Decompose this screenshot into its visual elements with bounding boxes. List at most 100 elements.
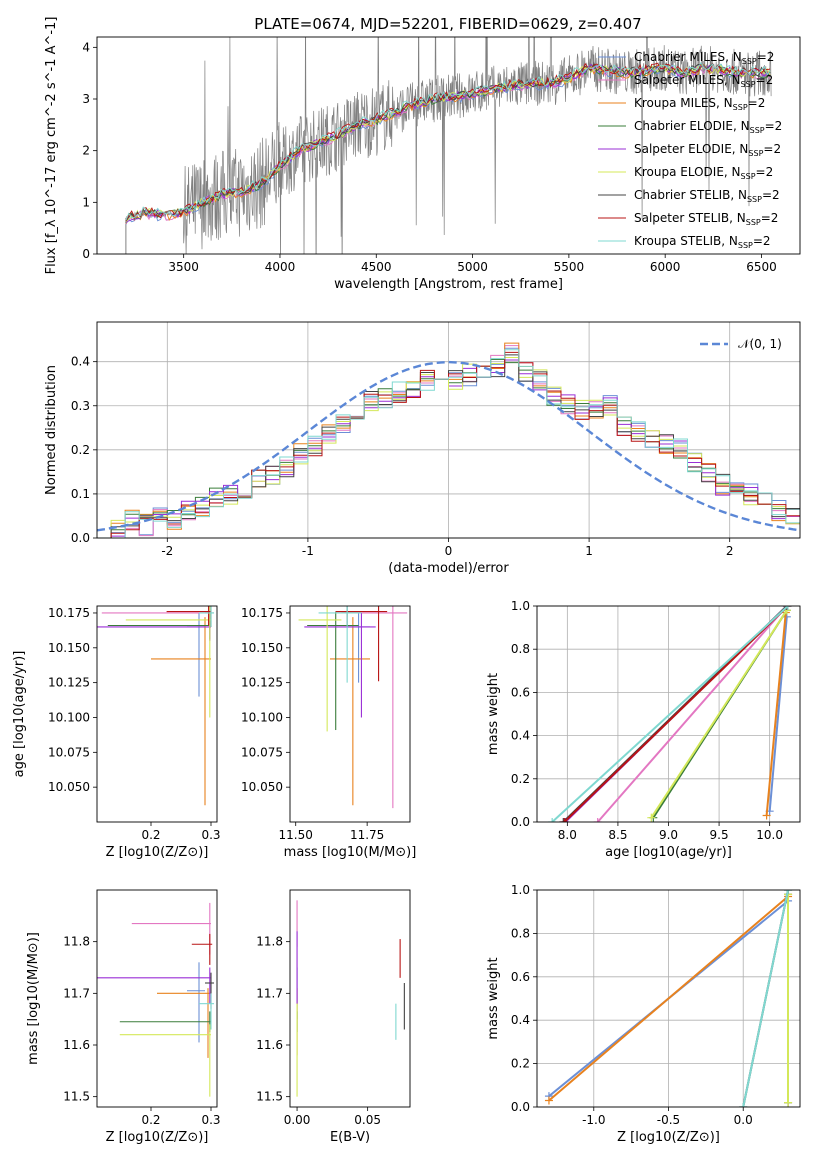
- x-axis-label: Z [log10(Z/Z⊙)]: [617, 1130, 720, 1145]
- x-tick-label: -0.5: [657, 1113, 680, 1127]
- y-tick-label: 10.125: [48, 676, 90, 690]
- weight-marker: [560, 818, 569, 822]
- weight-line: [650, 609, 788, 819]
- legend-label: Kroupa ELODIE, NSSP=2: [634, 165, 773, 181]
- weight-line: [765, 612, 787, 816]
- axes-spectrum: 3500 4000 4500 5000 5500 6000 6500 0 1 2 3 4 wavelen…: [44, 17, 801, 292]
- axes-mass-weight-vs-age: 8.0 8.5 9.0 9.5 10.0 0.0 0.2 0.4 0.6 0.8 1.0 age [l…: [486, 599, 801, 860]
- weight-line: [563, 606, 789, 822]
- y-tick-label: 10.050: [48, 780, 90, 794]
- weight-marker: [647, 813, 656, 822]
- plot-area-mass-weight-vs-Z: [544, 890, 793, 1107]
- x-tick-label: 4500: [361, 260, 392, 274]
- weight-marker: [544, 1096, 553, 1105]
- legend-subscript: SSP: [741, 172, 756, 181]
- legend-label-rest: =2: [756, 73, 774, 87]
- y-tick-label: 0.8: [511, 642, 530, 656]
- plot-area-spectrum: [125, 37, 772, 254]
- y-tick-label: 0.0: [511, 815, 530, 829]
- y-tick-label: 11.6: [63, 1038, 90, 1052]
- y-axis-label: mass [log10(M/M⊙)]: [26, 932, 41, 1065]
- x-axis-label: Z [log10(Z/Z⊙)]: [106, 845, 209, 860]
- x-tick-label: 0.0: [734, 1113, 753, 1127]
- legend-label-rest: =2: [762, 188, 780, 202]
- histogram-step: [97, 349, 800, 538]
- y-tick-label: 11.8: [63, 935, 90, 949]
- y-tick-label: 0.8: [511, 926, 530, 940]
- x-tick-label: 0.00: [284, 1113, 311, 1127]
- x-axis-label: age [log10(age/yr)]: [605, 845, 732, 860]
- y-axis-label: mass weight: [486, 673, 501, 755]
- y-tick-label: 10.075: [48, 745, 90, 759]
- legend-label: 𝒩(0, 1): [738, 337, 782, 351]
- legend-label-rest: =2: [761, 211, 779, 225]
- plot-area-mass-vs-ebv: [296, 900, 405, 1097]
- weight-marker: [784, 890, 793, 894]
- x-tick-label: 0.05: [354, 1113, 381, 1127]
- figure-title: PLATE=0674, MJD=52201, FIBERID=0629, z=0…: [254, 15, 641, 33]
- x-tick-label: 1: [585, 544, 593, 558]
- x-tick-label: 4000: [265, 260, 296, 274]
- x-tick-label: 6000: [650, 260, 681, 274]
- legend-label: Salpeter MILES, NSSP=2: [634, 73, 773, 89]
- axes-age-vs-Z: 0.2 0.3 10.050 10.075 10.100 10.125 10.150 10.1…: [12, 605, 221, 860]
- y-tick-label: 10.175: [48, 606, 90, 620]
- axes-age-vs-mass: 11.50 11.75 10.050 10.075 10.100 10.125 10.150…: [241, 605, 416, 860]
- y-tick-label: 10.100: [241, 710, 283, 724]
- y-axis-label: Flux [f_λ 10^-17 erg cm^-2 s^-1 A^-1]: [44, 17, 59, 275]
- y-tick-label: 10.050: [241, 780, 283, 794]
- legend-label-rest: =2: [765, 119, 783, 133]
- x-tick-label: 0.3: [201, 828, 220, 842]
- plot-area-age-vs-mass: [298, 606, 408, 809]
- y-tick-label: 11.7: [256, 986, 283, 1000]
- y-tick-label: 0.0: [71, 531, 90, 545]
- legend-label: Kroupa MILES, NSSP=2: [634, 96, 765, 112]
- legend-label-rest: =2: [757, 50, 775, 64]
- y-tick-label: 0.0: [511, 1100, 530, 1114]
- legend-label-rest: =2: [763, 142, 781, 156]
- x-tick-label: 9.5: [710, 828, 729, 842]
- x-tick-label: 8.0: [558, 828, 577, 842]
- legend-label: Salpeter ELODIE, NSSP=2: [634, 142, 781, 158]
- plot-area-mass-vs-Z: [97, 902, 214, 1097]
- y-tick-label: 4: [82, 40, 90, 54]
- weight-marker: [739, 1103, 748, 1107]
- weight-marker: [784, 1098, 793, 1107]
- y-axis-label: Normed distribution: [44, 365, 59, 495]
- x-tick-label: 5500: [554, 260, 585, 274]
- weight-marker: [762, 811, 771, 820]
- legend-subscript: SSP: [746, 218, 761, 227]
- y-tick-label: 11.6: [256, 1038, 283, 1052]
- y-tick-label: 11.7: [63, 986, 90, 1000]
- x-tick-label: 11.50: [279, 828, 313, 842]
- axes-mass-weight-vs-Z: -1.0 -0.5 0.0 0.0 0.2 0.4 0.6 0.8 1.0 Z [log10(Z/…: [486, 883, 801, 1145]
- y-tick-label: 0.4: [511, 1013, 530, 1027]
- axes-mass-vs-ebv: 0.00 0.05 11.5 11.6 11.7 11.8 E(B-V): [256, 889, 411, 1145]
- axes-frame: [96, 889, 218, 1108]
- legend-subscript: SSP: [748, 149, 763, 158]
- y-tick-label: 10.175: [241, 606, 283, 620]
- legend-subscript: SSP: [741, 80, 756, 89]
- legend-subscript: SSP: [750, 126, 765, 135]
- y-tick-label: 0.4: [71, 355, 90, 369]
- weight-marker: [593, 818, 602, 822]
- y-tick-label: 2: [82, 144, 90, 158]
- weight-marker: [782, 606, 791, 610]
- x-tick-label: -2: [161, 544, 173, 558]
- legend-subscript: SSP: [733, 103, 748, 112]
- axes-frame: [96, 36, 801, 255]
- x-tick-label: 0.2: [141, 1113, 160, 1127]
- x-tick-label: 3500: [168, 260, 199, 274]
- weight-marker: [559, 818, 568, 822]
- x-tick-label: 6500: [746, 260, 777, 274]
- x-tick-label: -1.0: [582, 1113, 605, 1127]
- legend-label: Chabrier MILES, NSSP=2: [634, 50, 774, 66]
- axes-residuals: -2 -1 0 1 2 0.0 0.1 0.2 0.3 0.4 (data-model)/error…: [44, 321, 801, 576]
- weight-marker: [548, 818, 557, 822]
- x-tick-label: 0.2: [141, 828, 160, 842]
- x-tick-label: 2: [726, 544, 734, 558]
- legend-label: Salpeter STELIB, NSSP=2: [634, 211, 778, 227]
- axes-frame: [289, 889, 411, 1108]
